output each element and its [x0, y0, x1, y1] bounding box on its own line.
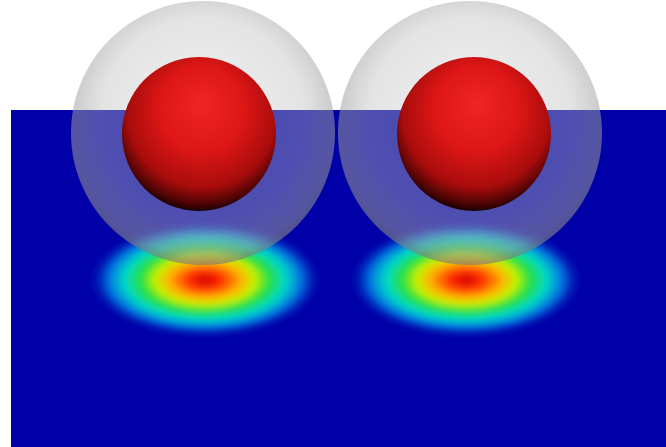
core-sphere-right: [397, 57, 551, 211]
core-sphere-left: [122, 57, 276, 211]
